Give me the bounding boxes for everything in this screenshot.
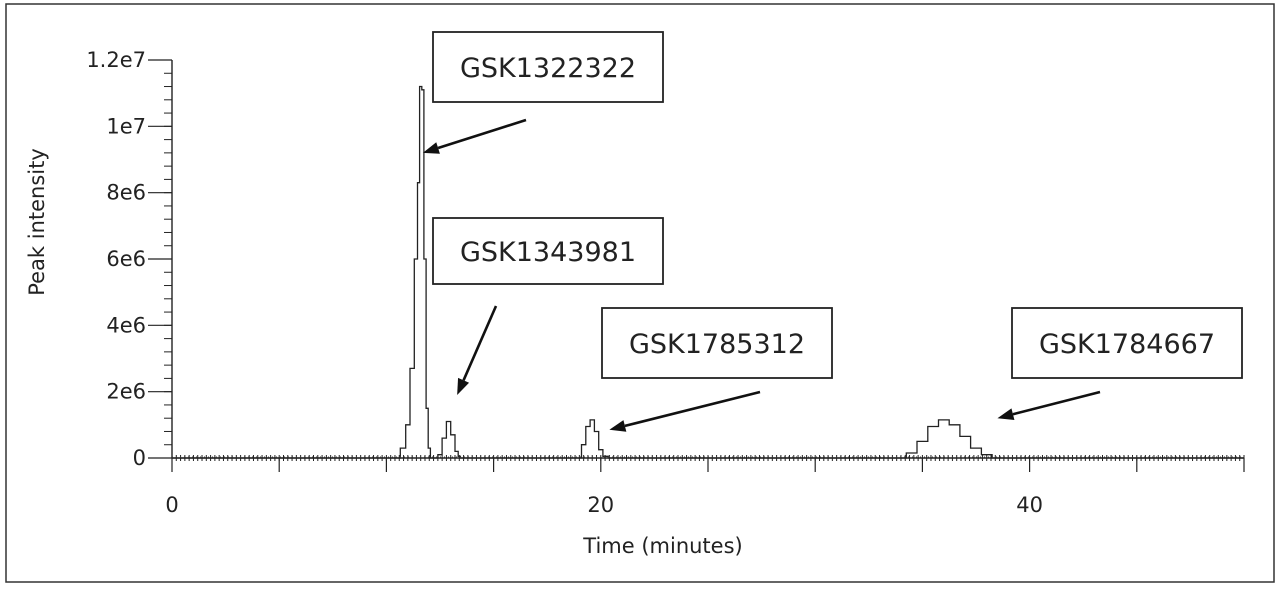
y-tick-label: 6e6 bbox=[106, 247, 146, 271]
annotation-label: GSK1784667 bbox=[1039, 329, 1215, 360]
annotation-arrow bbox=[462, 305, 498, 381]
y-ticks: 0 2e6 4e6 6e6 8e6 1e7 1.2e7 bbox=[86, 48, 172, 470]
y-tick-label: 1e7 bbox=[106, 114, 146, 138]
y-tick-label: 2e6 bbox=[106, 380, 146, 404]
x-tick-label: 40 bbox=[1016, 493, 1043, 517]
annotation-label: GSK1785312 bbox=[629, 329, 805, 360]
annotation-arrowhead bbox=[457, 377, 470, 395]
y-axis-title: Peak intensity bbox=[25, 148, 49, 296]
annotation-arrowhead bbox=[997, 408, 1015, 421]
y-tick-label: 0 bbox=[133, 446, 146, 470]
annotation-arrowhead bbox=[609, 420, 627, 432]
plot-area bbox=[172, 85, 1244, 459]
x-axis-title: Time (minutes) bbox=[582, 534, 742, 558]
annotation-box bbox=[601, 307, 833, 379]
annotation-label: GSK1343981 bbox=[460, 237, 636, 268]
x-ticks: 0 20 40 bbox=[165, 455, 1245, 517]
x-tick-label: 0 bbox=[165, 493, 178, 517]
annotation-label: GSK1322322 bbox=[460, 53, 636, 84]
figure-frame bbox=[5, 3, 1275, 583]
annotation-box bbox=[432, 31, 664, 103]
annotation-box bbox=[1011, 307, 1243, 379]
annotation-arrow bbox=[1012, 390, 1101, 416]
annotation-arrow bbox=[624, 390, 761, 428]
chromatogram-trace bbox=[172, 85, 1244, 459]
annotation-box bbox=[432, 217, 664, 285]
annotation-arrow bbox=[437, 118, 527, 150]
annotation-arrowhead bbox=[422, 142, 440, 154]
y-tick-label: 4e6 bbox=[106, 313, 146, 337]
y-tick-label: 1.2e7 bbox=[86, 48, 146, 72]
y-tick-label: 8e6 bbox=[106, 181, 146, 205]
axes: 0 20 40 0 2e6 4e6 6e6 8e6 1e7 1.2e7 bbox=[86, 48, 1245, 517]
annotations: GSK1322322 GSK1343981 GSK1785312 GSK1784667 bbox=[422, 31, 1243, 432]
x-tick-label: 20 bbox=[587, 493, 614, 517]
